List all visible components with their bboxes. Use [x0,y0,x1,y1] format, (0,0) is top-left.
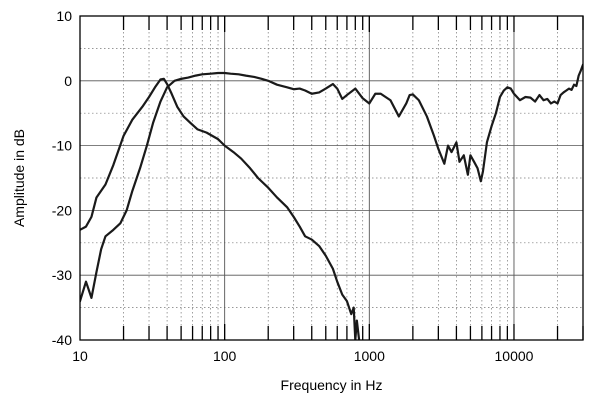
y-tick-label: -10 [52,138,72,154]
x-tick-label: 1000 [354,348,385,364]
y-tick-label: 0 [64,73,72,89]
plot-frame [79,15,584,341]
series-line-1 [80,77,361,340]
x-tick-label: 100 [213,348,237,364]
y-tick-label: -40 [52,332,72,348]
series-layer [80,63,583,340]
y-tick-label: -30 [52,267,72,283]
y-tick-label: 10 [56,8,72,24]
y-axis-title: Amplitude in dB [11,129,27,227]
x-axis-title: Frequency in Hz [281,377,383,393]
y-tick-label: -20 [52,202,72,218]
grid-layer [80,16,584,340]
x-tick-label: 10000 [495,348,534,364]
series-line-2 [80,63,583,303]
x-tick-label: 10 [72,348,88,364]
